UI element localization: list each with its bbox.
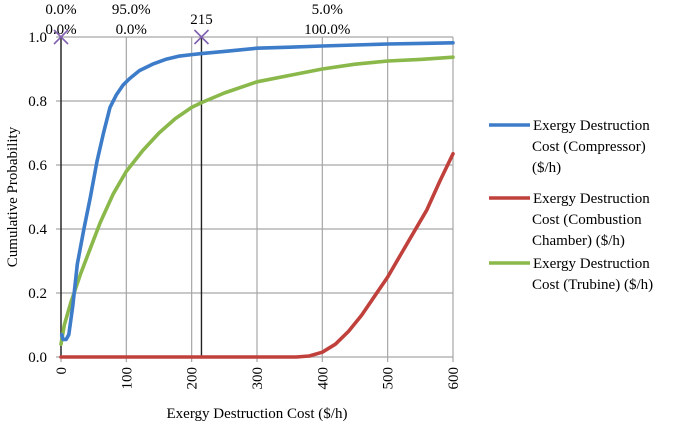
x-tick-label: 500 [381,367,397,390]
x-tick-label: 300 [250,367,266,390]
y-tick-label: 1.0 [28,30,47,46]
annotation-label-top: 5.0% [312,2,343,18]
legend-label: Cost (Trubine) ($/h) [532,277,653,293]
annotation-labels: 0.0% 95.0% 5.0% 0.0% 0.0% 100.0% 215 [45,2,350,38]
legend-item-1: Exergy Destruction Cost (Combustion Chambe… [489,191,650,249]
y-tick-label: 0.0 [28,350,47,366]
x-axis-title: Exergy Destruction Cost ($/h) [167,406,348,422]
annotation-label-bottom: 0.0% [45,22,76,38]
annotation-vertical-lines [60,37,203,357]
annotation-label-bottom: 0.0% [116,22,147,38]
x-marker-icon [53,29,69,45]
x-tick-label: 400 [315,367,331,390]
legend-label: Cost (Combustion [532,212,642,228]
annotation-label-top: 95.0% [112,2,151,18]
grid-lines [56,36,454,362]
y-tick-label: 0.2 [28,286,47,302]
x-marker-stroke [193,29,210,45]
legend-label: Chamber) ($/h) [532,233,625,249]
annotation-label-bottom: 100.0% [304,22,350,38]
legend-label: Exergy Destruction [533,118,650,134]
legend: Exergy Destruction Cost (Compressor) ($/h)… [489,118,653,293]
legend-label: Exergy Destruction [533,191,650,207]
legend-label: ($/h) [532,160,561,176]
series-lines [59,40,455,359]
annotation-label-top: 0.0% [45,2,76,18]
legend-label: Cost (Compressor) [532,139,646,155]
y-tick-label: 0.4 [28,222,47,238]
annotation-markers [53,29,210,45]
legend-label: Exergy Destruction [533,256,650,272]
legend-item-2: Exergy Destruction Cost (Trubine) ($/h) [489,256,653,293]
series-line-1 [59,152,455,359]
y-tick-labels: 0.0 0.2 0.4 0.6 0.8 1.0 [28,30,47,366]
marker-value-label: 215 [190,12,213,28]
y-axis-title: Cumulative Probability [5,126,21,267]
x-marker-icon [193,29,210,45]
x-tick-label: 200 [185,367,201,390]
y-tick-label: 0.8 [28,94,47,110]
series-line-0 [59,40,455,342]
legend-item-0: Exergy Destruction Cost (Compressor) ($/h) [489,118,650,176]
x-tick-label: 0 [54,367,70,375]
series-line-2 [59,55,455,347]
x-tick-labels: 0 100 200 300 400 500 600 [54,367,462,390]
x-marker-stroke [53,29,69,45]
x-tick-label: 100 [119,367,135,390]
x-tick-label: 600 [446,367,462,390]
y-tick-label: 0.6 [28,158,47,174]
